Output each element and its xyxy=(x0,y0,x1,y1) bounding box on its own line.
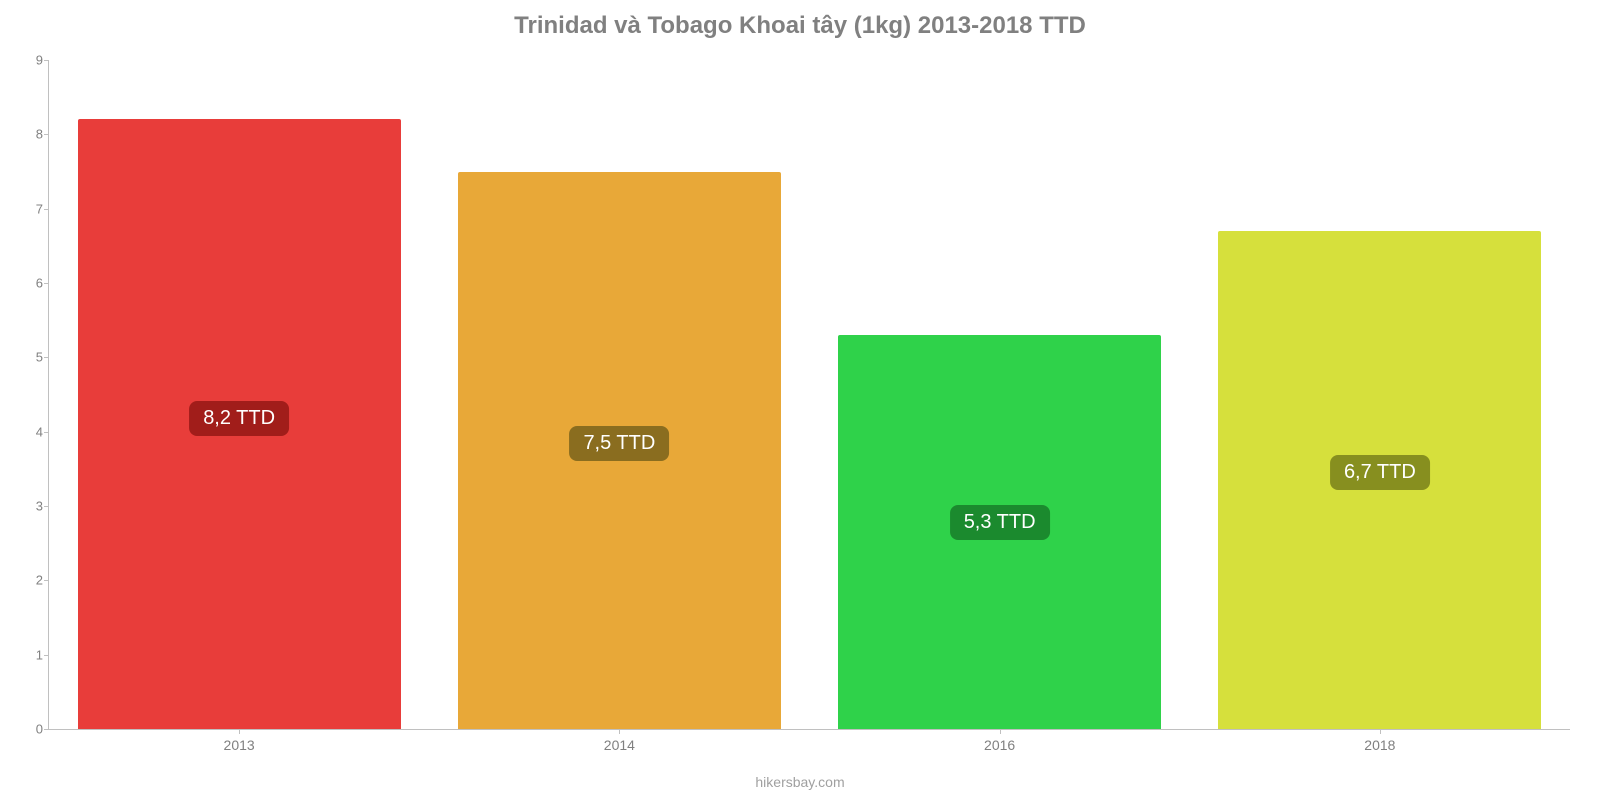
y-tick-mark xyxy=(44,357,49,358)
x-tick-label: 2016 xyxy=(984,737,1015,753)
y-tick-mark xyxy=(44,60,49,61)
x-tick-mark xyxy=(619,729,620,734)
y-tick-mark xyxy=(44,209,49,210)
x-tick-label: 2014 xyxy=(604,737,635,753)
y-tick-mark xyxy=(44,134,49,135)
x-tick-label: 2018 xyxy=(1364,737,1395,753)
y-tick-mark xyxy=(44,580,49,581)
y-tick-label: 4 xyxy=(15,424,43,439)
plot-area: 8,2 TTD20137,5 TTD20145,3 TTD20166,7 TTD… xyxy=(48,60,1570,730)
footer-attribution: hikersbay.com xyxy=(0,774,1600,790)
bar-chart: Trinidad và Tobago Khoai tây (1kg) 2013-… xyxy=(0,0,1600,800)
bars-container: 8,2 TTD20137,5 TTD20145,3 TTD20166,7 TTD… xyxy=(49,60,1570,729)
bar-slot: 8,2 TTD2013 xyxy=(49,60,429,729)
x-tick-label: 2013 xyxy=(224,737,255,753)
y-tick-mark xyxy=(44,432,49,433)
y-tick-mark xyxy=(44,729,49,730)
y-tick-label: 0 xyxy=(15,722,43,737)
y-tick-label: 3 xyxy=(15,499,43,514)
x-tick-mark xyxy=(239,729,240,734)
bar-slot: 5,3 TTD2016 xyxy=(810,60,1190,729)
chart-title: Trinidad và Tobago Khoai tây (1kg) 2013-… xyxy=(0,12,1600,40)
x-tick-mark xyxy=(1380,729,1381,734)
x-tick-mark xyxy=(1000,729,1001,734)
y-tick-mark xyxy=(44,283,49,284)
y-tick-label: 6 xyxy=(15,276,43,291)
y-tick-label: 2 xyxy=(15,573,43,588)
value-badge: 5,3 TTD xyxy=(950,505,1050,540)
value-badge: 7,5 TTD xyxy=(569,426,669,461)
y-tick-label: 9 xyxy=(15,53,43,68)
y-tick-label: 1 xyxy=(15,647,43,662)
bar-slot: 6,7 TTD2018 xyxy=(1190,60,1570,729)
bar-slot: 7,5 TTD2014 xyxy=(429,60,809,729)
y-tick-label: 5 xyxy=(15,350,43,365)
y-tick-mark xyxy=(44,655,49,656)
y-tick-label: 8 xyxy=(15,127,43,142)
value-badge: 6,7 TTD xyxy=(1330,455,1430,490)
y-tick-label: 7 xyxy=(15,201,43,216)
y-tick-mark xyxy=(44,506,49,507)
value-badge: 8,2 TTD xyxy=(189,401,289,436)
